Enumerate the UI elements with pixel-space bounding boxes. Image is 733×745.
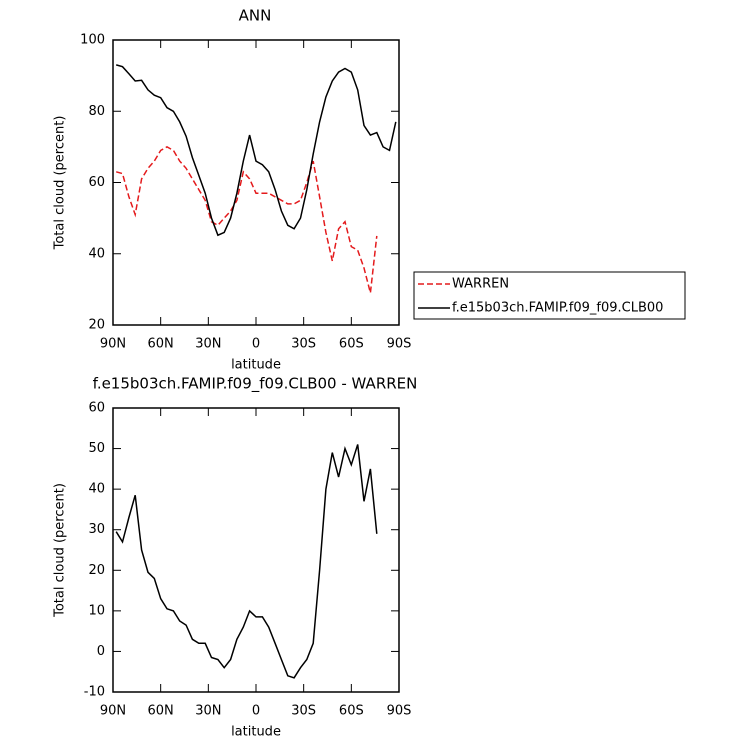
x-tick-label: 60S <box>339 704 364 719</box>
y-tick-label: 0 <box>97 644 105 659</box>
x-tick-label: 0 <box>252 337 260 352</box>
plot-frame <box>112 39 400 326</box>
legend-box <box>413 271 686 320</box>
y-tick-label: 60 <box>88 175 105 190</box>
x-tick-label: 30S <box>291 704 316 719</box>
y-tick-label: 40 <box>88 482 105 497</box>
x-tick-label: 90S <box>387 337 412 352</box>
x-tick-label: 60S <box>339 337 364 352</box>
y-tick-label: -10 <box>84 685 105 700</box>
x-tick-label: 90N <box>100 704 126 719</box>
x-tick-label: 30N <box>195 337 221 352</box>
chart-title: ANN <box>239 7 272 25</box>
x-tick-label: 90N <box>100 337 126 352</box>
legend-label: WARREN <box>452 277 509 292</box>
data-line <box>115 146 378 294</box>
y-tick-label: 50 <box>88 441 105 456</box>
y-tick-label: 80 <box>88 104 105 119</box>
x-tick-label: 0 <box>252 704 260 719</box>
x-tick-label: 30N <box>195 704 221 719</box>
y-tick-label: 40 <box>88 246 105 261</box>
x-tick-label: 90S <box>387 704 412 719</box>
y-tick-label: 20 <box>88 563 105 578</box>
x-tick-label: 60N <box>148 337 174 352</box>
y-tick-label: 20 <box>88 318 105 333</box>
y-axis-label: Total cloud (percent) <box>53 483 68 618</box>
y-axis-label: Total cloud (percent) <box>53 116 68 251</box>
y-tick-label: 100 <box>80 33 105 48</box>
x-tick-label: 30S <box>291 337 316 352</box>
chart-title: f.e15b03ch.FAMIP.f09_f09.CLB00 - WARREN <box>93 375 418 394</box>
x-tick-label: 60N <box>148 704 174 719</box>
x-axis-label: latitude <box>231 725 281 740</box>
legend-label: f.e15b03ch.FAMIP.f09_f09.CLB00 <box>452 301 663 316</box>
y-tick-label: 30 <box>88 522 105 537</box>
y-tick-label: 10 <box>88 603 105 618</box>
data-line <box>115 64 397 237</box>
data-line <box>115 444 378 679</box>
x-axis-label: latitude <box>231 358 281 373</box>
y-tick-label: 60 <box>88 401 105 416</box>
